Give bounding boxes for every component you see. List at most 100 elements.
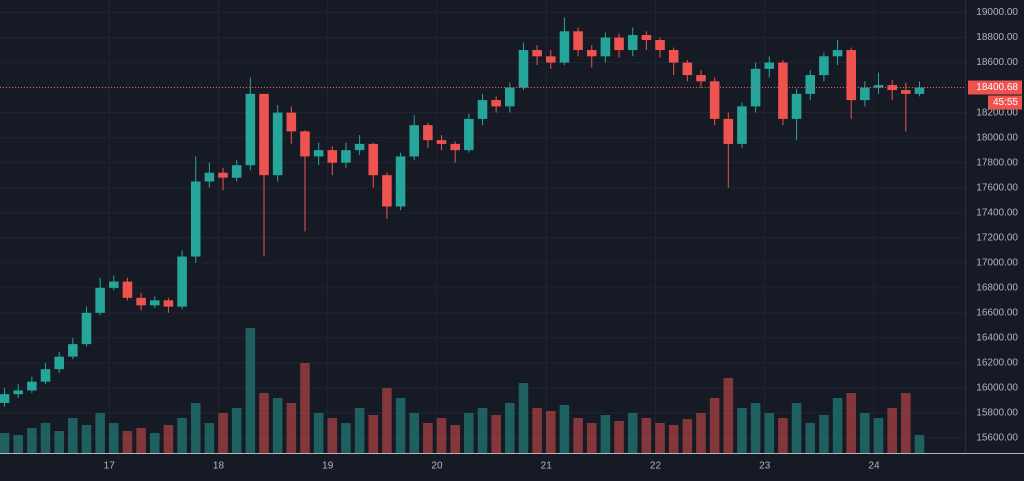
candle-body (395, 156, 406, 207)
volume-bar (409, 413, 420, 453)
candle-body (450, 143, 460, 151)
volume-bar (641, 418, 652, 453)
volume-bar (423, 423, 433, 453)
y-tick-label: 16400.00 (976, 333, 1018, 344)
candle-body (737, 106, 747, 144)
volume-bar (40, 423, 51, 453)
candle-body (218, 172, 228, 178)
y-tick-label: 16200.00 (976, 358, 1018, 369)
candle-body (136, 297, 146, 306)
x-tick-label: 22 (650, 461, 662, 472)
candle-body (54, 356, 64, 370)
candle-body (505, 87, 515, 107)
y-tick-label: 18600.00 (976, 57, 1018, 68)
x-tick-label: 21 (541, 461, 553, 472)
candle-body (641, 35, 652, 41)
candle-body (709, 81, 720, 119)
candle-body (832, 50, 843, 57)
candle-body (464, 118, 474, 151)
volume-bar (901, 393, 911, 453)
volume-bar (477, 408, 488, 453)
volume-bar (655, 423, 665, 453)
volume-bar (163, 425, 174, 453)
candle-body (68, 344, 78, 357)
volume-bar (518, 383, 529, 453)
volume-bar (791, 403, 802, 453)
x-tick-label: 18 (213, 461, 225, 472)
candle-body (723, 118, 734, 144)
volume-bar (286, 403, 297, 453)
candle-body (327, 150, 338, 163)
volume-bar (682, 419, 693, 453)
y-tick-label: 17800.00 (976, 157, 1018, 168)
candle-body (696, 75, 706, 82)
volume-bar (218, 413, 228, 453)
volume-bar (614, 421, 624, 453)
volume-bar (231, 408, 242, 453)
candle-body (764, 62, 775, 69)
volume-bar (95, 413, 105, 453)
volume-bar (27, 428, 37, 453)
candle-body (682, 62, 693, 76)
candle-body (382, 175, 392, 207)
candle-body (518, 50, 529, 88)
candle-body (40, 369, 51, 382)
volume-bar (368, 415, 379, 453)
candle-body (0, 394, 10, 403)
candle-body (887, 85, 897, 91)
volume-bar (68, 418, 78, 453)
candle-body (245, 93, 256, 166)
volume-bar (532, 408, 542, 453)
countdown-box (988, 95, 1022, 110)
candle-body (122, 281, 133, 298)
y-tick-label: 18800.00 (976, 32, 1018, 43)
volume-bar (354, 408, 365, 453)
volume-bar (54, 431, 64, 453)
volume-bar (573, 418, 583, 453)
volume-bar (464, 413, 474, 453)
candle-body (163, 300, 174, 307)
candle-body (109, 281, 119, 288)
y-tick-label: 19000.00 (976, 7, 1018, 18)
volume-bar (313, 413, 324, 453)
candle-body (177, 256, 187, 307)
volume-bar (0, 433, 10, 453)
candle-body (805, 75, 816, 94)
candle-body (860, 87, 870, 101)
volume-bar (395, 398, 406, 453)
candle-body (272, 112, 283, 176)
countdown-label: 45:55 (993, 97, 1018, 108)
y-tick-label: 15800.00 (976, 408, 1018, 419)
candle-body (286, 112, 297, 132)
volume-bar (600, 415, 611, 453)
candle-body (846, 50, 856, 101)
volume-bar (177, 418, 187, 453)
candle-body (586, 50, 597, 57)
candle-body (559, 31, 570, 63)
candle-body (873, 85, 884, 88)
volume-bar (819, 415, 829, 453)
volume-bar (491, 415, 501, 453)
volume-bar (341, 423, 351, 453)
candle-body (354, 143, 365, 151)
volume-bar (559, 405, 570, 453)
volume-bar (505, 403, 515, 453)
volume-bar (764, 413, 775, 453)
x-tick-label: 17 (104, 461, 116, 472)
candle-body (668, 50, 679, 63)
candle-body (190, 181, 201, 257)
x-tick-label: 23 (759, 461, 771, 472)
y-tick-label: 16600.00 (976, 307, 1018, 318)
volume-bar (696, 413, 706, 453)
candle-body (95, 287, 105, 313)
candle-body (368, 143, 379, 176)
volume-bar (873, 418, 884, 453)
x-tick-label: 20 (431, 461, 443, 472)
y-tick-label: 15600.00 (976, 433, 1018, 444)
volume-bar (436, 418, 447, 453)
candle-body (819, 56, 829, 76)
candle-body (423, 125, 433, 141)
volume-bar (586, 423, 597, 453)
candle-body (532, 50, 542, 57)
x-tick-label: 19 (322, 461, 334, 472)
